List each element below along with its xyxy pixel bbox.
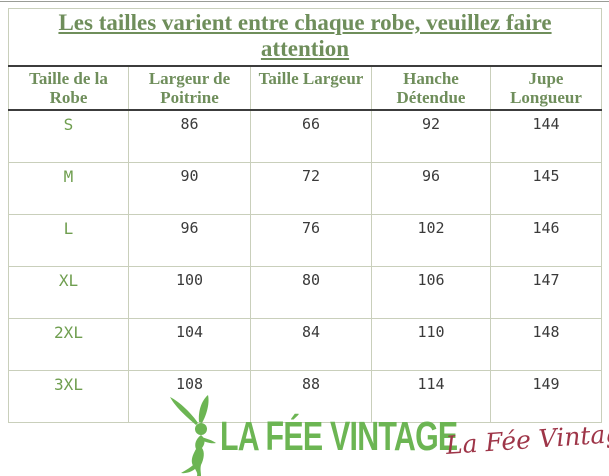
table-row-2xl: 2XL 104 84 110 148 (8, 318, 603, 371)
brand-name: LA FÉE VINTAGE (220, 413, 458, 459)
page-top-divider (0, 1, 609, 2)
value-cell: 76 (250, 214, 372, 267)
value-cell: 104 (128, 318, 251, 371)
value-cell: 72 (250, 162, 372, 215)
column-header-largeur-poitrine: Largeur de Poitrine (128, 65, 251, 111)
table-title: Les tailles varient entre chaque robe, v… (58, 10, 552, 61)
value-cell: 86 (128, 109, 251, 163)
size-label: XL (8, 266, 129, 319)
size-label: 3XL (8, 370, 129, 423)
column-header-label: Hanche Détendue (396, 69, 466, 107)
value-cell: 146 (489, 214, 603, 267)
value-cell: 145 (489, 162, 603, 215)
size-chart-table: Les tailles varient entre chaque robe, v… (7, 8, 603, 423)
table-row-3xl: 3XL 108 88 114 149 (8, 370, 603, 423)
value-cell: 110 (371, 318, 491, 371)
size-label: S (8, 109, 129, 163)
column-header-label: Largeur de Poitrine (148, 69, 231, 107)
size-label: 2XL (8, 318, 129, 371)
value-cell: 66 (250, 109, 372, 163)
value-cell: 114 (371, 370, 491, 423)
value-cell: 96 (371, 162, 491, 215)
size-label: M (8, 162, 129, 215)
column-header-hanche-detendue: Hanche Détendue (371, 65, 491, 111)
fairy-icon (170, 395, 216, 476)
value-cell: 100 (128, 266, 251, 319)
brand-logo: LA FÉE VINTAGE La Fée Vintage (168, 394, 609, 476)
value-cell: 92 (371, 109, 491, 163)
value-cell: 106 (371, 266, 491, 319)
value-cell: 80 (250, 266, 372, 319)
value-cell: 96 (128, 214, 251, 267)
table-title-cell: Les tailles varient entre chaque robe, v… (7, 8, 603, 67)
value-cell: 147 (489, 266, 603, 319)
table-row-l: L 96 76 102 146 (8, 214, 603, 267)
column-header-taille-robe: Taille de la Robe (8, 65, 129, 111)
size-label: L (8, 214, 129, 267)
column-header-taille-largeur: Taille Largeur (250, 65, 372, 111)
value-cell: 90 (128, 162, 251, 215)
value-cell: 102 (371, 214, 491, 267)
column-header-jupe-longueur: Jupe Longueur (489, 65, 603, 111)
column-header-label: Taille de la Robe (29, 69, 108, 107)
table-row-xl: XL 100 80 106 147 (8, 266, 603, 319)
value-cell: 84 (250, 318, 372, 371)
title-row: Les tailles varient entre chaque robe, v… (7, 8, 603, 67)
column-header-label: Taille Largeur (258, 69, 364, 88)
column-header-label: Jupe Longueur (510, 69, 582, 107)
table-row-s: S 86 66 92 144 (8, 109, 603, 163)
value-cell: 148 (489, 318, 603, 371)
brand-script-signature: La Fée Vintage (444, 417, 609, 460)
value-cell: 149 (489, 370, 603, 423)
header-row: Taille de la Robe Largeur de Poitrine Ta… (8, 65, 603, 111)
table-row-m: M 90 72 96 145 (8, 162, 603, 215)
value-cell: 144 (489, 109, 603, 163)
